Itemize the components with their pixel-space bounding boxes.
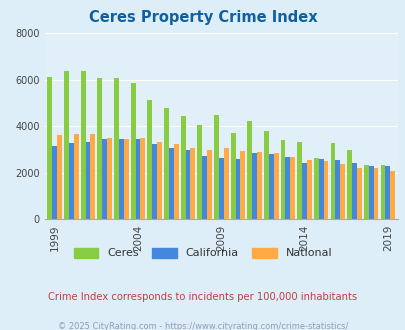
Bar bbox=[280, 140, 285, 219]
Bar bbox=[384, 166, 389, 219]
Bar bbox=[74, 134, 79, 219]
Bar bbox=[218, 158, 223, 219]
Bar bbox=[363, 165, 368, 219]
Bar bbox=[285, 157, 290, 219]
Bar bbox=[306, 159, 311, 219]
Bar bbox=[64, 71, 69, 219]
Legend: Ceres, California, National: Ceres, California, National bbox=[74, 248, 331, 258]
Bar bbox=[135, 139, 140, 219]
Bar bbox=[81, 71, 85, 219]
Bar bbox=[335, 159, 339, 219]
Bar bbox=[247, 121, 252, 219]
Bar bbox=[301, 163, 306, 219]
Bar bbox=[47, 77, 52, 219]
Bar bbox=[346, 150, 351, 219]
Text: Ceres Property Crime Index: Ceres Property Crime Index bbox=[88, 10, 317, 25]
Bar bbox=[190, 148, 195, 219]
Bar bbox=[85, 142, 90, 219]
Bar bbox=[185, 150, 190, 219]
Bar bbox=[213, 115, 218, 219]
Bar bbox=[52, 146, 57, 219]
Bar bbox=[290, 157, 294, 219]
Bar bbox=[252, 153, 256, 219]
Bar bbox=[124, 139, 128, 219]
Bar bbox=[173, 144, 178, 219]
Bar bbox=[313, 158, 318, 219]
Bar bbox=[147, 100, 152, 219]
Bar bbox=[356, 168, 361, 219]
Bar bbox=[157, 142, 162, 219]
Bar bbox=[197, 125, 202, 219]
Bar bbox=[102, 139, 107, 219]
Bar bbox=[296, 142, 301, 219]
Bar bbox=[119, 139, 124, 219]
Bar bbox=[57, 135, 62, 219]
Text: © 2025 CityRating.com - https://www.cityrating.com/crime-statistics/: © 2025 CityRating.com - https://www.city… bbox=[58, 322, 347, 330]
Bar bbox=[318, 159, 323, 219]
Bar bbox=[273, 153, 278, 219]
Bar bbox=[202, 156, 207, 219]
Bar bbox=[351, 163, 356, 219]
Bar bbox=[69, 143, 74, 219]
Bar bbox=[268, 154, 273, 219]
Bar bbox=[152, 144, 157, 219]
Bar bbox=[164, 108, 168, 219]
Bar bbox=[373, 168, 377, 219]
Bar bbox=[140, 138, 145, 219]
Text: Crime Index corresponds to incidents per 100,000 inhabitants: Crime Index corresponds to incidents per… bbox=[48, 292, 357, 302]
Bar bbox=[180, 116, 185, 219]
Bar bbox=[107, 138, 112, 219]
Bar bbox=[263, 131, 268, 219]
Bar bbox=[368, 166, 373, 219]
Bar bbox=[223, 148, 228, 219]
Bar bbox=[114, 78, 119, 219]
Bar bbox=[130, 82, 135, 219]
Bar bbox=[323, 161, 328, 219]
Bar bbox=[90, 134, 95, 219]
Bar bbox=[389, 171, 394, 219]
Bar bbox=[380, 165, 384, 219]
Bar bbox=[168, 148, 173, 219]
Bar bbox=[235, 159, 240, 219]
Bar bbox=[207, 150, 211, 219]
Bar bbox=[230, 133, 235, 219]
Bar bbox=[339, 164, 344, 219]
Bar bbox=[256, 152, 261, 219]
Bar bbox=[330, 143, 335, 219]
Bar bbox=[240, 151, 245, 219]
Bar bbox=[97, 78, 102, 219]
